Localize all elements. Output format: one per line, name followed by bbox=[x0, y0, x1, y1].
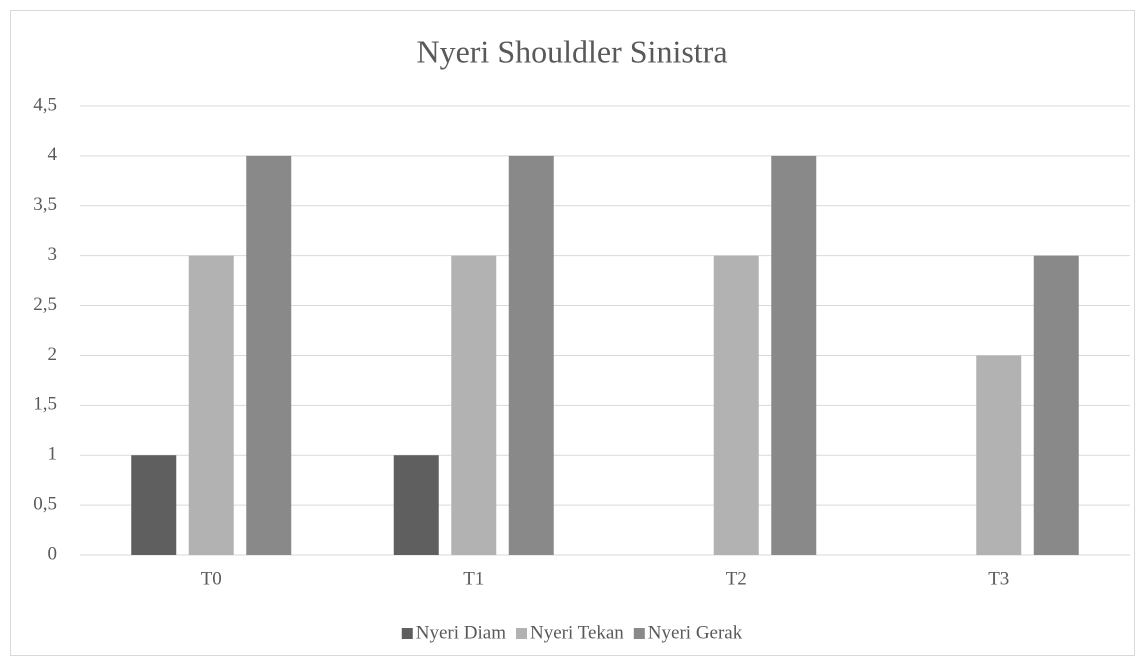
legend: Nyeri Diam Nyeri Tekan Nyeri Gerak bbox=[401, 622, 743, 643]
legend-label: Nyeri Gerak bbox=[648, 622, 743, 643]
x-tick-label: T3 bbox=[988, 568, 1009, 589]
y-tick-label: 1 bbox=[48, 444, 58, 465]
y-tick-label: 3,5 bbox=[33, 194, 57, 215]
y-tick-label: 2,5 bbox=[33, 294, 57, 315]
x-tick-label: T0 bbox=[201, 568, 222, 589]
legend-label: Nyeri Tekan bbox=[530, 622, 624, 643]
bar bbox=[246, 155, 292, 555]
bar bbox=[1033, 255, 1079, 555]
legend-swatch bbox=[515, 628, 527, 639]
y-tick-label: 0 bbox=[48, 543, 58, 564]
y-tick-label: 1,5 bbox=[33, 394, 57, 415]
bar bbox=[188, 255, 234, 555]
x-tick-label: T1 bbox=[463, 568, 484, 589]
y-tick-label: 0,5 bbox=[33, 493, 57, 514]
y-tick-label: 4 bbox=[48, 144, 58, 165]
chart-border bbox=[10, 10, 1135, 656]
y-tick-label: 2 bbox=[48, 344, 58, 365]
bar bbox=[131, 455, 177, 555]
bar bbox=[771, 155, 817, 555]
bar bbox=[393, 455, 439, 555]
chart-title: Nyeri Shouldler Sinistra bbox=[416, 33, 727, 69]
y-tick-label: 3 bbox=[48, 244, 58, 265]
bar bbox=[976, 355, 1022, 555]
legend-swatch bbox=[633, 628, 645, 639]
legend-swatch bbox=[401, 628, 413, 639]
y-tick-label: 4,5 bbox=[33, 94, 57, 115]
bar bbox=[713, 255, 759, 555]
legend-label: Nyeri Diam bbox=[416, 622, 506, 643]
x-tick-label: T2 bbox=[726, 568, 747, 589]
bar bbox=[508, 155, 554, 555]
bar bbox=[451, 255, 497, 555]
